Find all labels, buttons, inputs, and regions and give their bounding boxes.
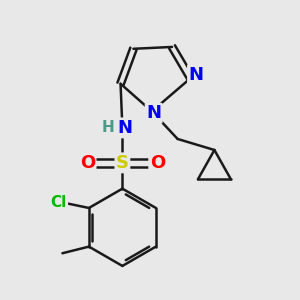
Text: H: H xyxy=(102,120,115,135)
Text: N: N xyxy=(188,65,203,83)
Text: O: O xyxy=(80,154,95,172)
Text: N: N xyxy=(146,104,161,122)
Text: S: S xyxy=(116,154,129,172)
Text: O: O xyxy=(150,154,165,172)
Text: Cl: Cl xyxy=(51,195,67,210)
Text: N: N xyxy=(118,119,133,137)
